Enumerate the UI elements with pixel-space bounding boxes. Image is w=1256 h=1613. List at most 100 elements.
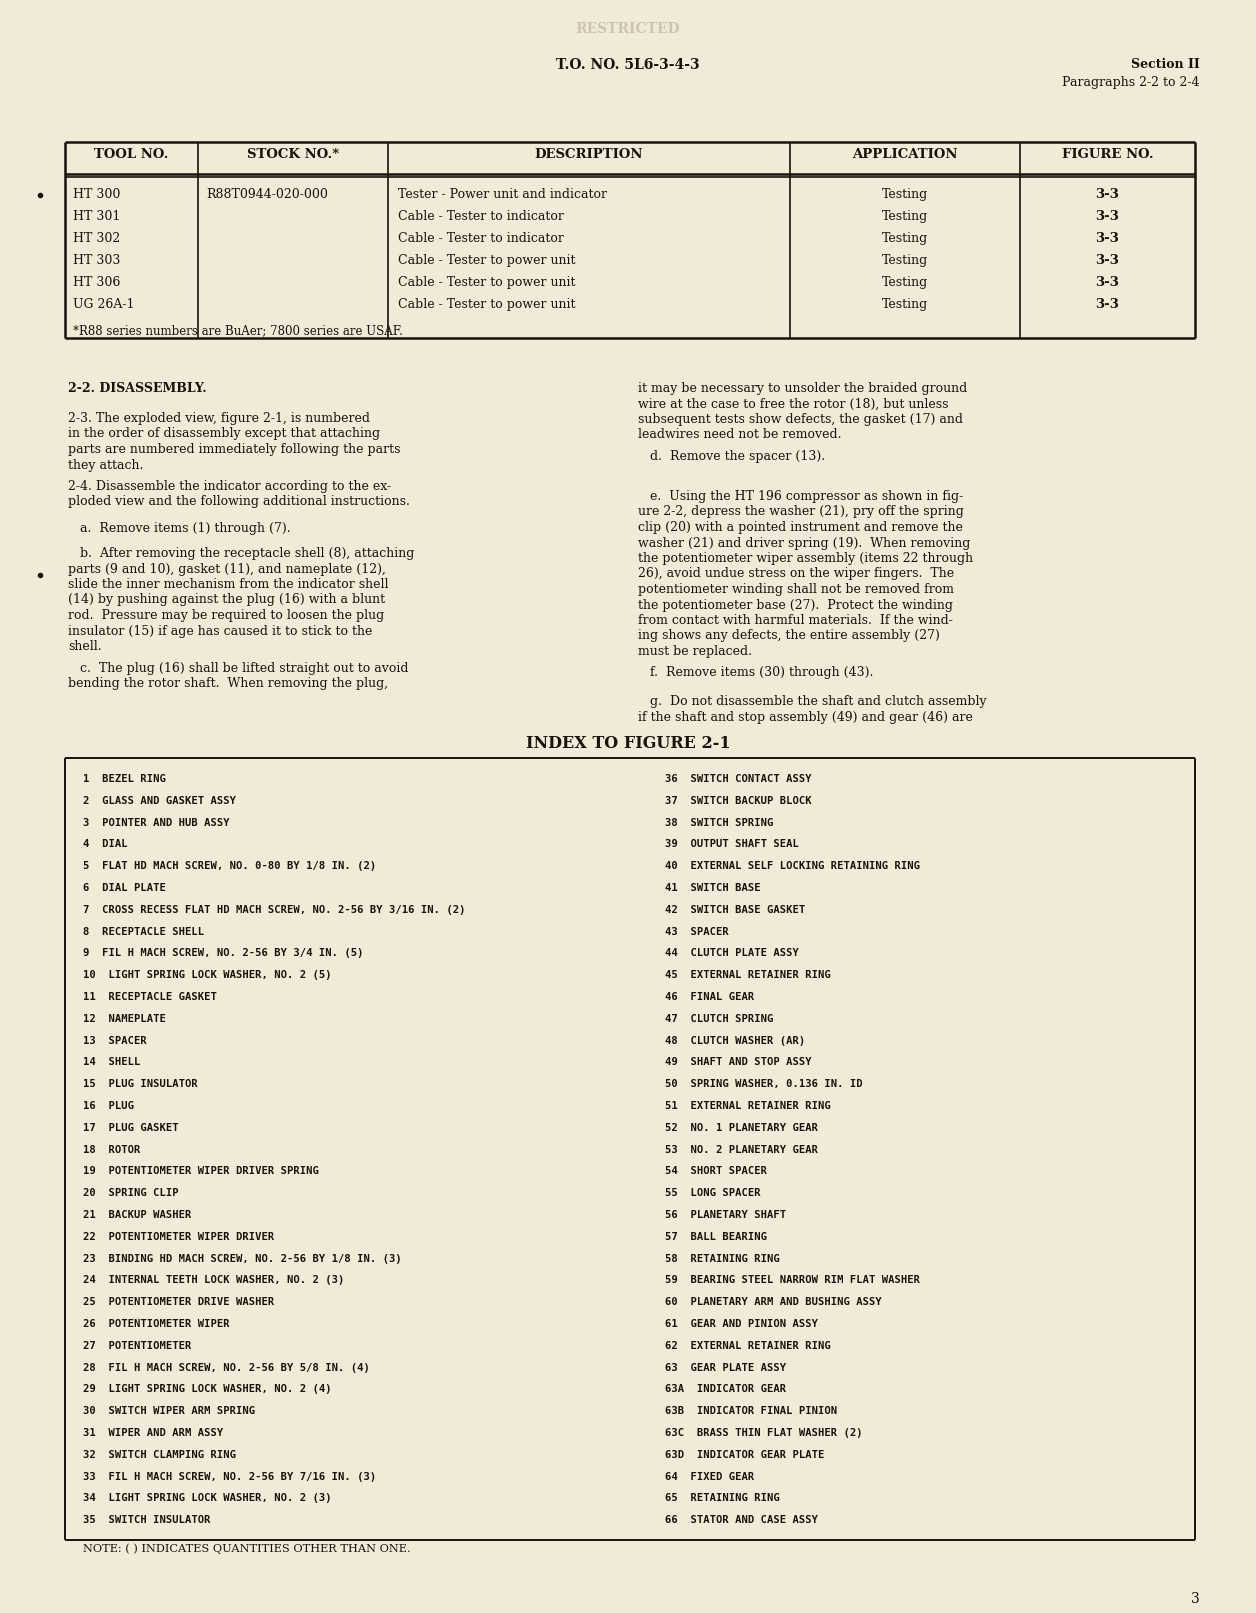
- Text: it may be necessary to unsolder the braided ground: it may be necessary to unsolder the brai…: [638, 382, 967, 395]
- Text: 3: 3: [1191, 1592, 1199, 1607]
- Text: 23  BINDING HD MACH SCREW, NO. 2-56 BY 1/8 IN. (3): 23 BINDING HD MACH SCREW, NO. 2-56 BY 1/…: [83, 1253, 402, 1263]
- Text: 45  EXTERNAL RETAINER RING: 45 EXTERNAL RETAINER RING: [664, 969, 830, 981]
- Text: 35  SWITCH INSULATOR: 35 SWITCH INSULATOR: [83, 1515, 211, 1526]
- Text: e.  Using the HT 196 compressor as shown in fig-: e. Using the HT 196 compressor as shown …: [638, 490, 963, 503]
- Text: 11  RECEPTACLE GASKET: 11 RECEPTACLE GASKET: [83, 992, 217, 1002]
- Text: in the order of disassembly except that attaching: in the order of disassembly except that …: [68, 427, 381, 440]
- Text: 26  POTENTIOMETER WIPER: 26 POTENTIOMETER WIPER: [83, 1319, 230, 1329]
- Text: ing shows any defects, the entire assembly (27): ing shows any defects, the entire assemb…: [638, 629, 939, 642]
- Text: 3-3: 3-3: [1095, 189, 1119, 202]
- Text: 51  EXTERNAL RETAINER RING: 51 EXTERNAL RETAINER RING: [664, 1102, 830, 1111]
- Text: 61  GEAR AND PINION ASSY: 61 GEAR AND PINION ASSY: [664, 1319, 818, 1329]
- Text: 5  FLAT HD MACH SCREW, NO. 0-80 BY 1/8 IN. (2): 5 FLAT HD MACH SCREW, NO. 0-80 BY 1/8 IN…: [83, 861, 377, 871]
- Text: ure 2-2, depress the washer (21), pry off the spring: ure 2-2, depress the washer (21), pry of…: [638, 505, 963, 518]
- Text: 6  DIAL PLATE: 6 DIAL PLATE: [83, 882, 166, 894]
- Text: 10  LIGHT SPRING LOCK WASHER, NO. 2 (5): 10 LIGHT SPRING LOCK WASHER, NO. 2 (5): [83, 969, 332, 981]
- Text: Testing: Testing: [882, 276, 928, 289]
- Text: (14) by pushing against the plug (16) with a blunt: (14) by pushing against the plug (16) wi…: [68, 594, 386, 606]
- Text: 42  SWITCH BASE GASKET: 42 SWITCH BASE GASKET: [664, 905, 805, 915]
- Text: 3-3: 3-3: [1095, 210, 1119, 223]
- Text: 41  SWITCH BASE: 41 SWITCH BASE: [664, 882, 761, 894]
- Text: 39  OUTPUT SHAFT SEAL: 39 OUTPUT SHAFT SEAL: [664, 839, 799, 850]
- Text: 63D  INDICATOR GEAR PLATE: 63D INDICATOR GEAR PLATE: [664, 1450, 824, 1460]
- Text: Paragraphs 2-2 to 2-4: Paragraphs 2-2 to 2-4: [1063, 76, 1199, 89]
- Text: f.  Remove items (30) through (43).: f. Remove items (30) through (43).: [638, 666, 873, 679]
- Text: slide the inner mechanism from the indicator shell: slide the inner mechanism from the indic…: [68, 577, 388, 590]
- Text: 8  RECEPTACLE SHELL: 8 RECEPTACLE SHELL: [83, 926, 205, 937]
- Text: NOTE: ( ) INDICATES QUANTITIES OTHER THAN ONE.: NOTE: ( ) INDICATES QUANTITIES OTHER THA…: [83, 1544, 411, 1553]
- Text: 58  RETAINING RING: 58 RETAINING RING: [664, 1253, 780, 1263]
- Text: 49  SHAFT AND STOP ASSY: 49 SHAFT AND STOP ASSY: [664, 1058, 811, 1068]
- Text: 63C  BRASS THIN FLAT WASHER (2): 63C BRASS THIN FLAT WASHER (2): [664, 1428, 863, 1439]
- Text: 9  FIL H MACH SCREW, NO. 2-56 BY 3/4 IN. (5): 9 FIL H MACH SCREW, NO. 2-56 BY 3/4 IN. …: [83, 948, 363, 958]
- Text: 63B  INDICATOR FINAL PINION: 63B INDICATOR FINAL PINION: [664, 1407, 838, 1416]
- Text: Cable - Tester to power unit: Cable - Tester to power unit: [398, 253, 575, 268]
- Text: 54  SHORT SPACER: 54 SHORT SPACER: [664, 1166, 767, 1176]
- Text: Cable - Tester to indicator: Cable - Tester to indicator: [398, 232, 564, 245]
- Text: 31  WIPER AND ARM ASSY: 31 WIPER AND ARM ASSY: [83, 1428, 224, 1439]
- Text: 47  CLUTCH SPRING: 47 CLUTCH SPRING: [664, 1015, 774, 1024]
- Text: 46  FINAL GEAR: 46 FINAL GEAR: [664, 992, 755, 1002]
- Text: 16  PLUG: 16 PLUG: [83, 1102, 134, 1111]
- Text: 25  POTENTIOMETER DRIVE WASHER: 25 POTENTIOMETER DRIVE WASHER: [83, 1297, 274, 1307]
- Text: rod.  Pressure may be required to loosen the plug: rod. Pressure may be required to loosen …: [68, 610, 384, 623]
- Text: 1  BEZEL RING: 1 BEZEL RING: [83, 774, 166, 784]
- Text: b.  After removing the receptacle shell (8), attaching: b. After removing the receptacle shell (…: [68, 547, 414, 560]
- Text: 28  FIL H MACH SCREW, NO. 2-56 BY 5/8 IN. (4): 28 FIL H MACH SCREW, NO. 2-56 BY 5/8 IN.…: [83, 1363, 369, 1373]
- Text: Cable - Tester to indicator: Cable - Tester to indicator: [398, 210, 564, 223]
- Text: 13  SPACER: 13 SPACER: [83, 1036, 147, 1045]
- Text: 52  NO. 1 PLANETARY GEAR: 52 NO. 1 PLANETARY GEAR: [664, 1123, 818, 1132]
- Text: 18  ROTOR: 18 ROTOR: [83, 1145, 141, 1155]
- Text: shell.: shell.: [68, 640, 102, 653]
- Text: TOOL NO.: TOOL NO.: [94, 147, 168, 161]
- Text: Testing: Testing: [882, 298, 928, 311]
- Text: they attach.: they attach.: [68, 458, 143, 471]
- Text: 60  PLANETARY ARM AND BUSHING ASSY: 60 PLANETARY ARM AND BUSHING ASSY: [664, 1297, 882, 1307]
- Text: T.O. NO. 5L6-3-4-3: T.O. NO. 5L6-3-4-3: [556, 58, 700, 73]
- Text: 48  CLUTCH WASHER (AR): 48 CLUTCH WASHER (AR): [664, 1036, 805, 1045]
- Text: Cable - Tester to power unit: Cable - Tester to power unit: [398, 276, 575, 289]
- Text: DESCRIPTION: DESCRIPTION: [535, 147, 643, 161]
- Text: 37  SWITCH BACKUP BLOCK: 37 SWITCH BACKUP BLOCK: [664, 795, 811, 806]
- Text: Testing: Testing: [882, 232, 928, 245]
- Text: 57  BALL BEARING: 57 BALL BEARING: [664, 1232, 767, 1242]
- Text: insulator (15) if age has caused it to stick to the: insulator (15) if age has caused it to s…: [68, 624, 372, 637]
- Text: 3  POINTER AND HUB ASSY: 3 POINTER AND HUB ASSY: [83, 818, 230, 827]
- Text: 62  EXTERNAL RETAINER RING: 62 EXTERNAL RETAINER RING: [664, 1340, 830, 1350]
- Text: wire at the case to free the rotor (18), but unless: wire at the case to free the rotor (18),…: [638, 397, 948, 410]
- Text: 44  CLUTCH PLATE ASSY: 44 CLUTCH PLATE ASSY: [664, 948, 799, 958]
- Text: parts (9 and 10), gasket (11), and nameplate (12),: parts (9 and 10), gasket (11), and namep…: [68, 563, 386, 576]
- Text: INDEX TO FIGURE 2-1: INDEX TO FIGURE 2-1: [526, 736, 730, 752]
- Text: STOCK NO.*: STOCK NO.*: [247, 147, 339, 161]
- Text: a.  Remove items (1) through (7).: a. Remove items (1) through (7).: [68, 523, 290, 536]
- Text: 53  NO. 2 PLANETARY GEAR: 53 NO. 2 PLANETARY GEAR: [664, 1145, 818, 1155]
- Text: 21  BACKUP WASHER: 21 BACKUP WASHER: [83, 1210, 191, 1219]
- Text: 12  NAMEPLATE: 12 NAMEPLATE: [83, 1015, 166, 1024]
- Text: 66  STATOR AND CASE ASSY: 66 STATOR AND CASE ASSY: [664, 1515, 818, 1526]
- Text: 63A  INDICATOR GEAR: 63A INDICATOR GEAR: [664, 1384, 786, 1394]
- Text: 34  LIGHT SPRING LOCK WASHER, NO. 2 (3): 34 LIGHT SPRING LOCK WASHER, NO. 2 (3): [83, 1494, 332, 1503]
- Text: *R88 series numbers are BuAer; 7800 series are USAF.: *R88 series numbers are BuAer; 7800 seri…: [73, 324, 403, 337]
- Text: Tester - Power unit and indicator: Tester - Power unit and indicator: [398, 189, 607, 202]
- Text: 3-3: 3-3: [1095, 253, 1119, 268]
- Text: d.  Remove the spacer (13).: d. Remove the spacer (13).: [638, 450, 825, 463]
- Text: 30  SWITCH WIPER ARM SPRING: 30 SWITCH WIPER ARM SPRING: [83, 1407, 255, 1416]
- Text: 40  EXTERNAL SELF LOCKING RETAINING RING: 40 EXTERNAL SELF LOCKING RETAINING RING: [664, 861, 919, 871]
- Text: washer (21) and driver spring (19).  When removing: washer (21) and driver spring (19). When…: [638, 537, 971, 550]
- Text: 17  PLUG GASKET: 17 PLUG GASKET: [83, 1123, 178, 1132]
- Text: 20  SPRING CLIP: 20 SPRING CLIP: [83, 1189, 178, 1198]
- Text: 36  SWITCH CONTACT ASSY: 36 SWITCH CONTACT ASSY: [664, 774, 811, 784]
- Text: 50  SPRING WASHER, 0.136 IN. ID: 50 SPRING WASHER, 0.136 IN. ID: [664, 1079, 863, 1089]
- Text: 7  CROSS RECESS FLAT HD MACH SCREW, NO. 2-56 BY 3/16 IN. (2): 7 CROSS RECESS FLAT HD MACH SCREW, NO. 2…: [83, 905, 466, 915]
- Text: APPLICATION: APPLICATION: [853, 147, 958, 161]
- Text: HT 302: HT 302: [73, 232, 121, 245]
- Text: ploded view and the following additional instructions.: ploded view and the following additional…: [68, 495, 409, 508]
- Text: HT 306: HT 306: [73, 276, 121, 289]
- Text: 38  SWITCH SPRING: 38 SWITCH SPRING: [664, 818, 774, 827]
- Text: 2-3. The exploded view, figure 2-1, is numbered: 2-3. The exploded view, figure 2-1, is n…: [68, 411, 371, 424]
- Text: 26), avoid undue stress on the wiper fingers.  The: 26), avoid undue stress on the wiper fin…: [638, 568, 955, 581]
- Text: 63  GEAR PLATE ASSY: 63 GEAR PLATE ASSY: [664, 1363, 786, 1373]
- Text: R88T0944-020-000: R88T0944-020-000: [206, 189, 328, 202]
- Text: 64  FIXED GEAR: 64 FIXED GEAR: [664, 1471, 755, 1482]
- Text: from contact with harmful materials.  If the wind-: from contact with harmful materials. If …: [638, 615, 953, 627]
